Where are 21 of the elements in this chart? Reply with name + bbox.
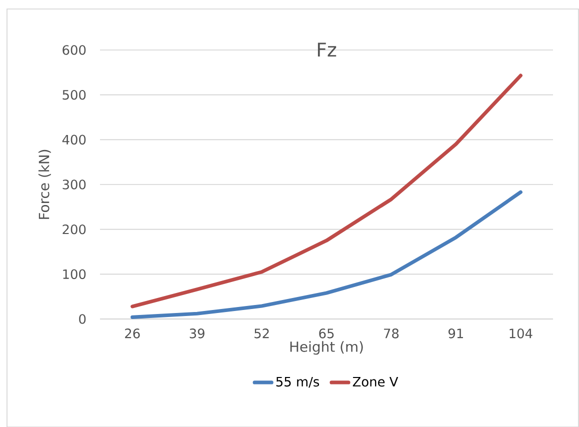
x-tick-label: 91 — [448, 328, 463, 338]
x-tick-label: 26 — [125, 328, 140, 338]
y-tick-label: 500 — [62, 90, 86, 100]
legend-label: 55 m/s — [276, 376, 320, 388]
y-tick-label: 100 — [63, 269, 86, 279]
x-tick-label: 104 — [510, 328, 532, 338]
y-tick-label: 300 — [62, 179, 86, 190]
y-axis-title: Force (kN) — [38, 150, 51, 219]
line-series — [130, 190, 522, 319]
line-series — [130, 74, 522, 308]
y-tick-label: 400 — [62, 134, 86, 144]
y-tick-label: 600 — [62, 44, 86, 55]
y-tick-label: 0 — [79, 314, 86, 324]
x-axis-title: Height (m) — [290, 340, 363, 354]
x-tick-label: 65 — [319, 328, 334, 338]
x-tick-label: 52 — [254, 328, 269, 338]
chart-title: Fz — [318, 42, 336, 56]
x-tick-label: 78 — [384, 328, 399, 338]
legend-label: Zone V — [352, 376, 398, 386]
y-tick-label: 200 — [62, 224, 86, 234]
x-tick-label: 39 — [190, 328, 204, 338]
